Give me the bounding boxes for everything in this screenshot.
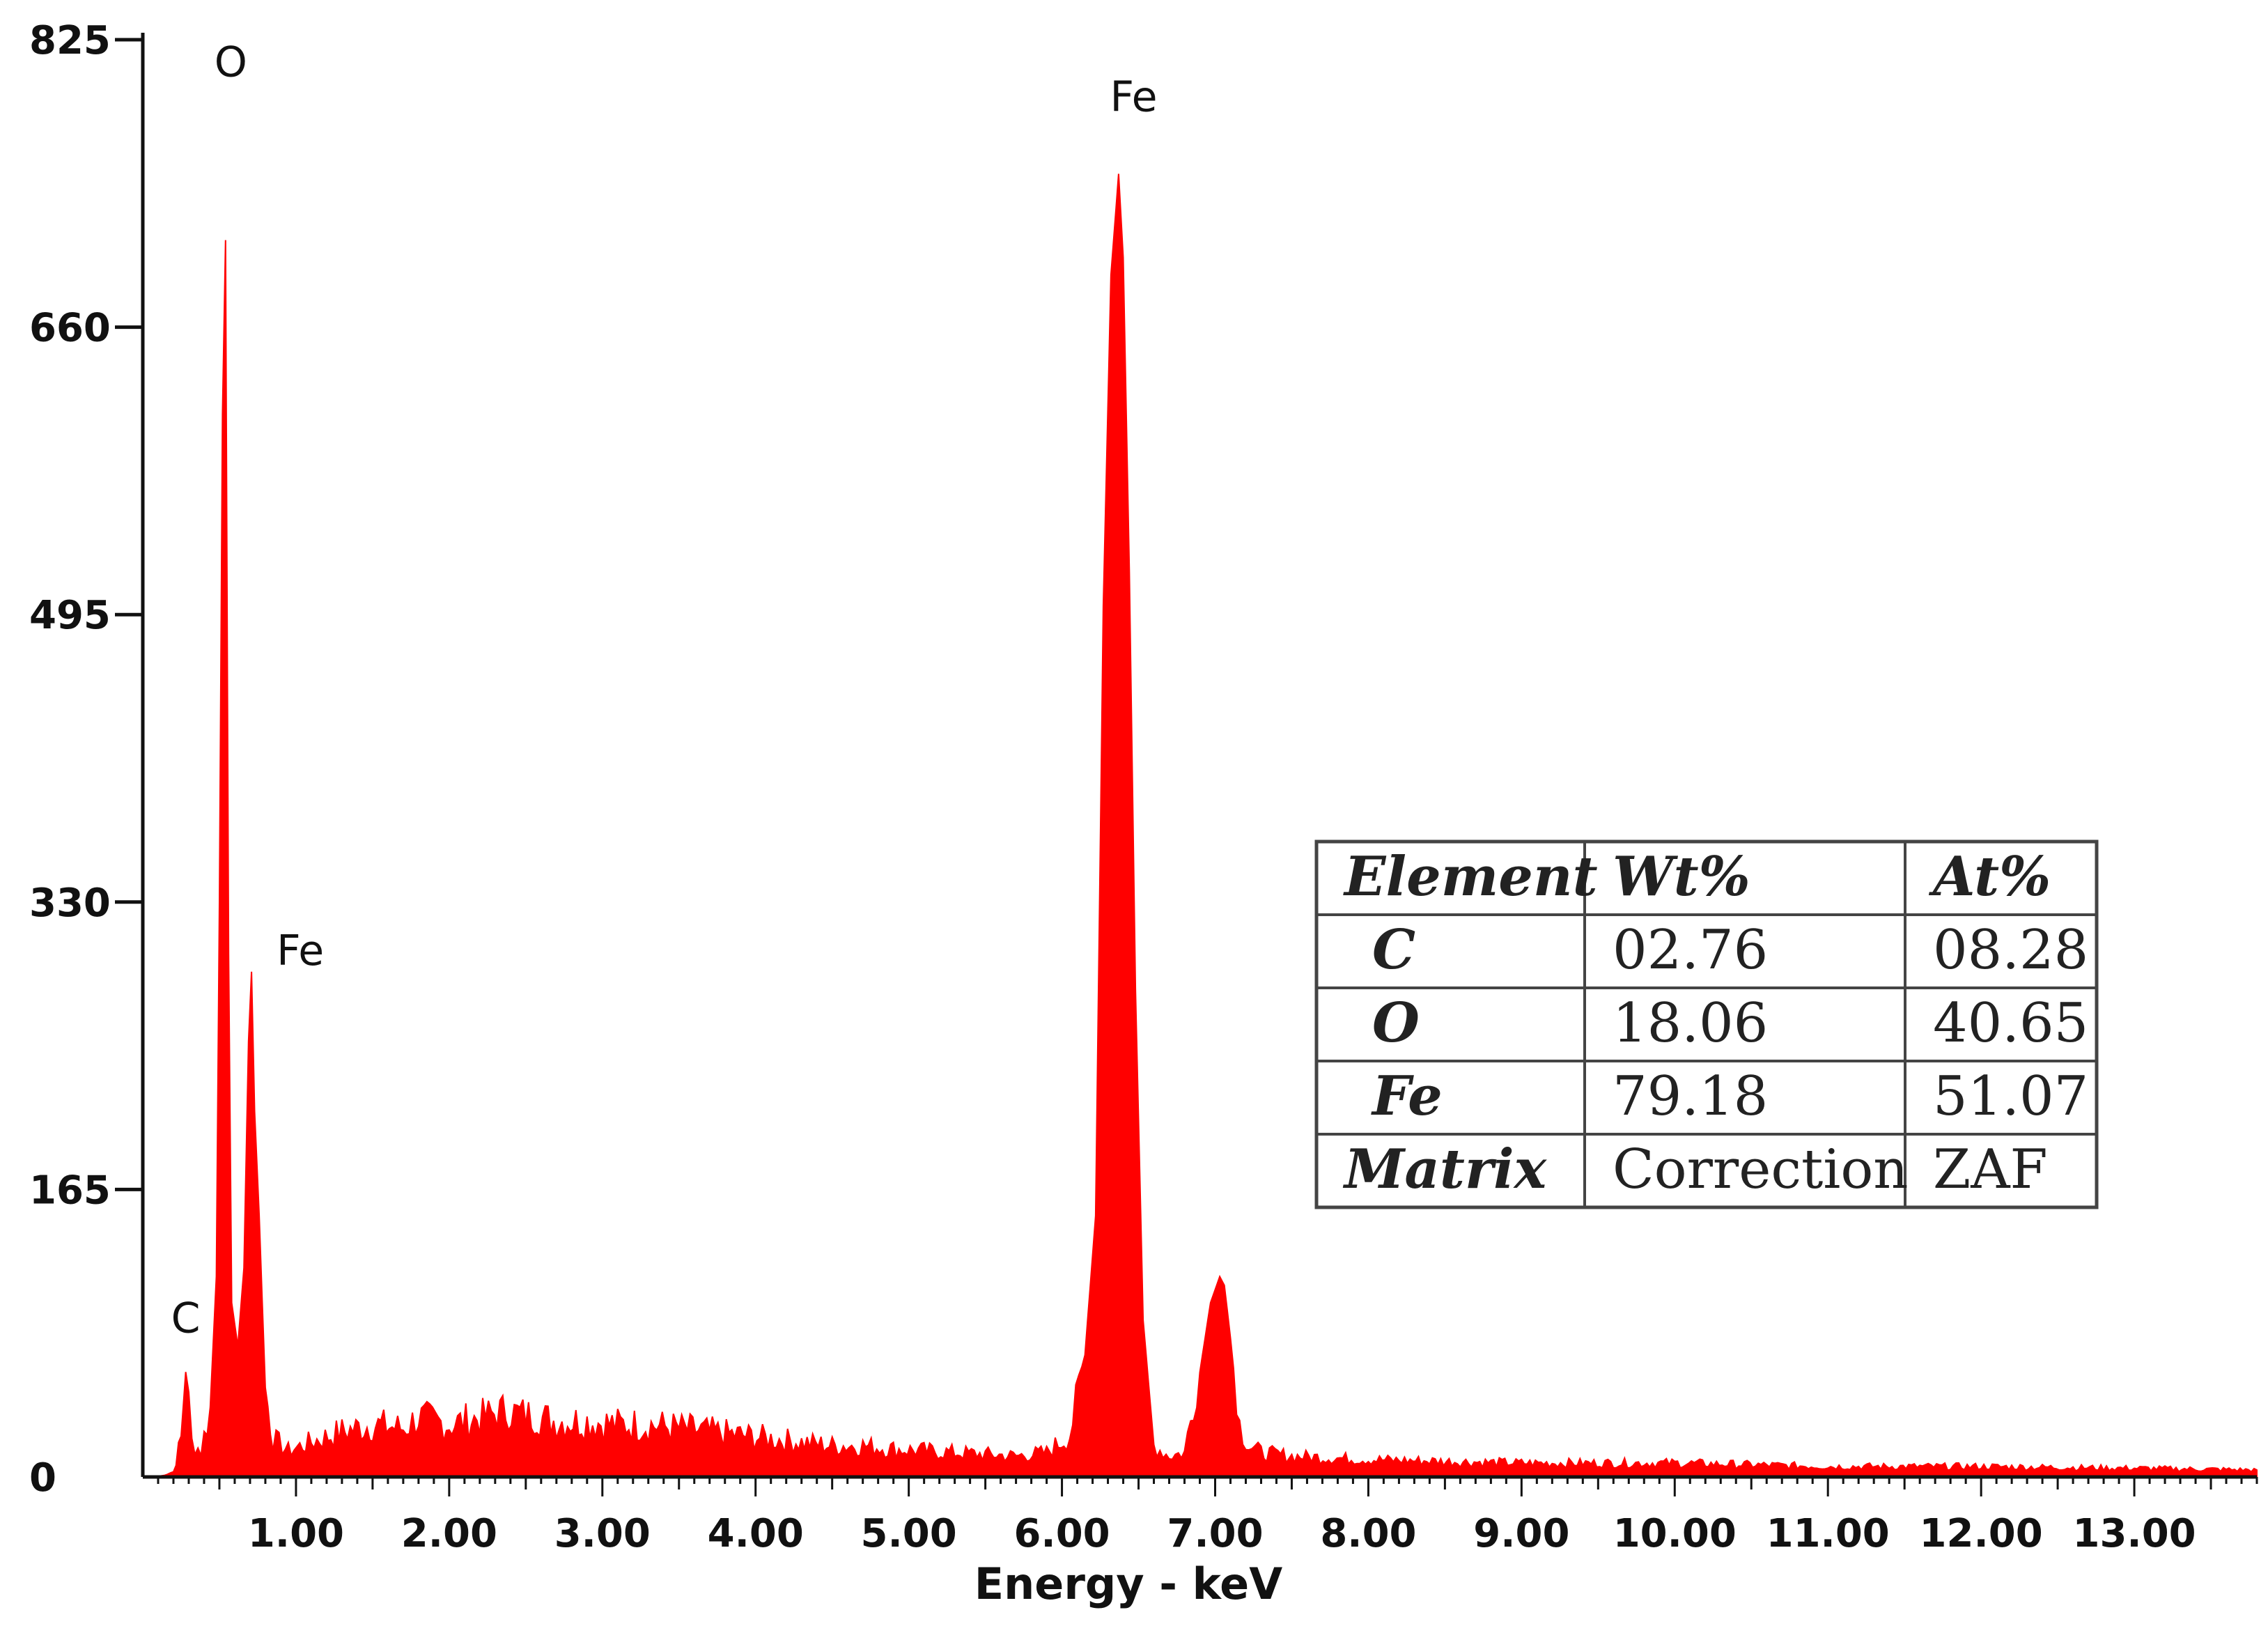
table-cell: 02.76 — [1613, 919, 1768, 982]
x-tick-label: 7.00 — [1167, 1511, 1263, 1556]
x-tick-label: 9.00 — [1473, 1511, 1569, 1556]
peak-label-fe: Fe — [1110, 73, 1157, 122]
x-tick-label: 3.00 — [554, 1511, 651, 1556]
table-header-cell: At% — [1928, 845, 2051, 908]
table-header-cell: Element — [1343, 845, 1598, 908]
x-tick-label: 13.00 — [2072, 1511, 2196, 1556]
composition-table — [1314, 839, 2099, 1209]
x-tick-label: 5.00 — [861, 1511, 957, 1556]
table-cell: Correction — [1613, 1138, 1909, 1201]
table-cell: C — [1372, 918, 1415, 982]
table-cell: Matrix — [1342, 1138, 1548, 1201]
x-tick-label: 4.00 — [708, 1511, 804, 1556]
table-header-cell: Wt% — [1613, 845, 1750, 908]
peak-label-c: C — [171, 1294, 201, 1342]
peak-label-o: O — [215, 38, 247, 87]
y-tick-label: 165 — [29, 1168, 111, 1213]
table-cell: 08.28 — [1933, 919, 2088, 982]
y-tick-label: 825 — [29, 18, 111, 63]
table-cell: O — [1372, 991, 1420, 1055]
x-tick-label: 2.00 — [401, 1511, 497, 1556]
peak-label-fe: Fe — [277, 927, 324, 975]
table-cell: 51.07 — [1933, 1065, 2088, 1128]
table-cell: 18.06 — [1613, 992, 1768, 1055]
x-axis-title: Energy - keV — [974, 1558, 1282, 1609]
x-tick-label: 11.00 — [1766, 1511, 1890, 1556]
x-tick-label: 8.00 — [1320, 1511, 1416, 1556]
x-tick-label: 1.00 — [248, 1511, 344, 1556]
y-tick-label: 660 — [29, 306, 111, 351]
x-tick-label: 6.00 — [1013, 1511, 1110, 1556]
x-tick-label: 10.00 — [1613, 1511, 1737, 1556]
table-cell: Fe — [1371, 1065, 1443, 1128]
y-tick-label: 0 — [29, 1455, 56, 1501]
y-tick-label: 495 — [29, 593, 111, 638]
x-tick-label: 12.00 — [1920, 1511, 2043, 1556]
spectrum-area — [157, 173, 2258, 1478]
table-cell: 40.65 — [1933, 992, 2088, 1055]
y-tick-label: 330 — [29, 881, 111, 926]
table-cell: 79.18 — [1613, 1065, 1768, 1128]
table-cell: ZAF — [1933, 1138, 2048, 1201]
